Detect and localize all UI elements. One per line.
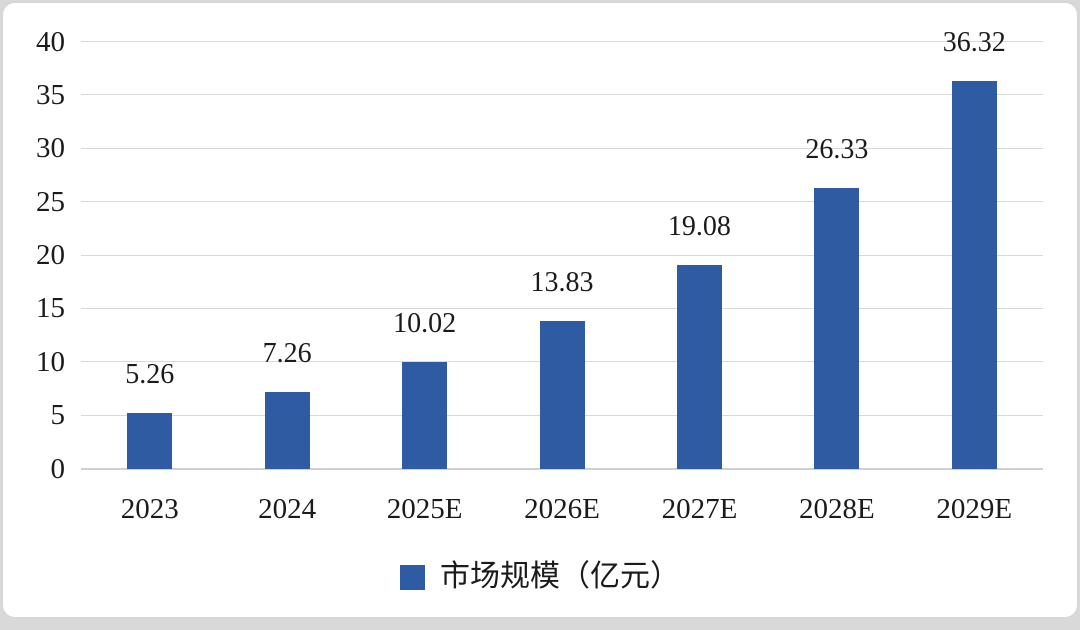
x-axis: 2023 2024 2025E 2026E 2027E 2028E 2029E bbox=[81, 491, 1043, 527]
bar-value-label-2025E: 10.02 bbox=[393, 308, 457, 340]
x-axis-line bbox=[81, 468, 1043, 470]
y-axis-tick-label: 40 bbox=[36, 25, 65, 58]
legend-label: 市场规模（亿元） bbox=[440, 560, 680, 593]
bar-2027E bbox=[676, 265, 722, 469]
x-axis-label-2025E: 2025E bbox=[386, 493, 463, 525]
bar-2029E bbox=[951, 81, 997, 469]
bar-value-label-2028E: 26.33 bbox=[805, 133, 869, 165]
bar-value-label-2026E: 13.83 bbox=[530, 267, 594, 299]
x-axis-label-2026E: 2026E bbox=[524, 493, 600, 525]
y-axis: 0 5 10 15 20 25 30 35 40 bbox=[3, 27, 66, 483]
bar-value-label-2027E: 19.08 bbox=[667, 211, 731, 243]
y-axis-tick-label: 15 bbox=[36, 292, 65, 325]
x-axis-label-2024: 2024 bbox=[258, 493, 317, 525]
bar-value-label-2029E: 36.32 bbox=[942, 27, 1006, 59]
bar-2023 bbox=[127, 412, 173, 469]
legend-swatch bbox=[400, 564, 425, 590]
bar-2028E bbox=[814, 187, 860, 469]
y-axis-tick-label: 0 bbox=[50, 452, 66, 485]
x-axis-label-2023: 2023 bbox=[120, 493, 179, 525]
y-axis-tick-label: 25 bbox=[36, 185, 65, 218]
bar-value-label-2023: 5.26 bbox=[125, 358, 175, 390]
bar-2025E bbox=[402, 362, 448, 469]
y-axis-tick-label: 35 bbox=[36, 78, 65, 111]
x-axis-label-2028E: 2028E bbox=[798, 493, 875, 525]
gridline bbox=[81, 94, 1043, 96]
chart-card: 0 5 10 15 20 25 30 35 40 5.26 7.26 10.02 13.83 19.08… bbox=[1, 1, 1079, 619]
y-axis-tick-label: 10 bbox=[36, 345, 65, 378]
y-axis-tick-label: 20 bbox=[36, 239, 65, 271]
bar-value-label-2024: 7.26 bbox=[262, 337, 312, 369]
plot-area: 5.26 7.26 10.02 13.83 19.08 26.33 36.32 bbox=[81, 29, 1043, 470]
gridline bbox=[81, 147, 1043, 149]
gridline bbox=[81, 307, 1043, 309]
legend: 市场规模（亿元） bbox=[3, 559, 1077, 595]
bar-2026E bbox=[539, 321, 585, 469]
gridline bbox=[81, 254, 1043, 256]
gridline bbox=[81, 41, 1043, 42]
y-axis-tick-label: 30 bbox=[36, 132, 65, 165]
x-axis-label-2029E: 2029E bbox=[936, 493, 1013, 525]
bar-2024 bbox=[264, 391, 310, 469]
y-axis-tick-label: 5 bbox=[50, 399, 66, 432]
x-axis-label-2027E: 2027E bbox=[661, 493, 738, 525]
gridline bbox=[81, 201, 1043, 203]
